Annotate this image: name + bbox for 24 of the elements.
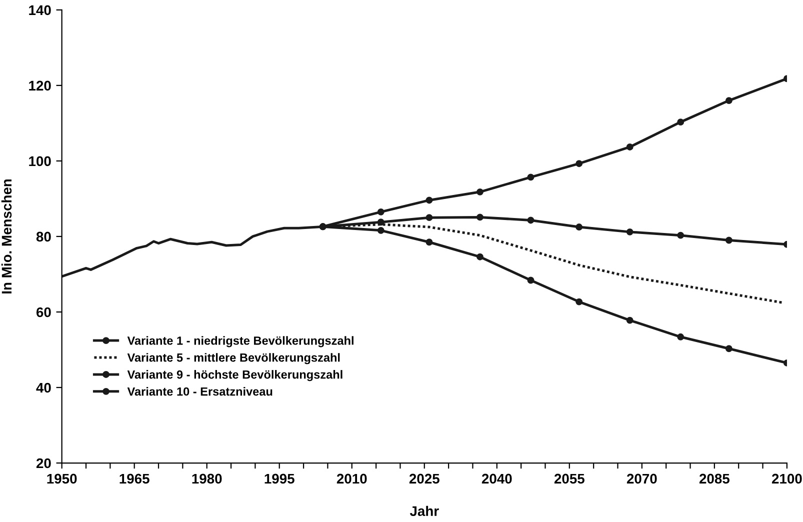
legend-label: Variante 10 - Ersatzniveau [127,387,272,396]
x-tick-label: 2025 [409,474,440,484]
y-tick-label: 120 [29,80,51,91]
x-tick-label: 2070 [626,474,657,484]
y-tick-label: 20 [36,458,51,468]
x-tick-label: 2100 [772,474,802,484]
y-tick-label: 140 [29,5,51,16]
y-tick-label: 100 [29,156,51,166]
x-tick-label: 2040 [482,474,512,484]
x-tick-label: 1950 [47,474,77,484]
y-tick-label: 60 [36,307,51,318]
y-tick-label: 40 [36,382,51,393]
x-tick-label: 2085 [699,474,730,484]
y-axis-title: In Mio. Menschen [1,179,12,294]
x-tick-label: 2010 [336,474,367,484]
x-axis-title: Jahr [410,506,439,516]
legend-label: Variante 9 - höchste Bevölkerungszahl [127,370,342,382]
legend-label: Variante 1 - niedrigste Bevölkerungszahl [127,336,354,348]
x-tick-label: 1980 [192,474,222,484]
x-tick-label: 2055 [554,474,584,484]
x-tick-label: 1965 [120,474,150,484]
legend-label: Variante 5 - mittlere Bevölkerungszahl [127,353,340,364]
y-tick-label: 80 [36,232,51,242]
x-tick-label: 1995 [264,474,294,484]
